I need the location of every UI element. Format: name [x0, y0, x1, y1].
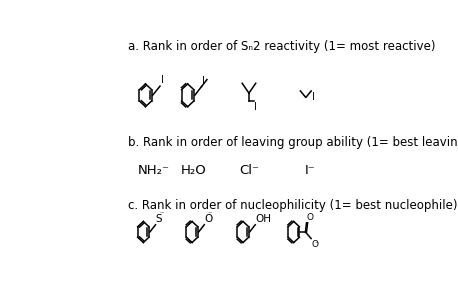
- Text: ⁻: ⁻: [315, 240, 318, 248]
- Text: NH₂⁻: NH₂⁻: [137, 164, 169, 177]
- Text: H₂O: H₂O: [181, 164, 207, 177]
- Text: c. Rank in order of nucleophilicity (1= best nucleophile): c. Rank in order of nucleophilicity (1= …: [128, 199, 457, 212]
- Text: I⁻: I⁻: [305, 164, 316, 177]
- Text: O: O: [205, 214, 213, 224]
- Text: O: O: [311, 240, 318, 248]
- Text: OH: OH: [256, 214, 272, 224]
- Text: ⁻: ⁻: [207, 209, 212, 218]
- Text: O: O: [307, 213, 314, 222]
- Text: b. Rank in order of leaving group ability (1= best leaving group): b. Rank in order of leaving group abilit…: [128, 136, 458, 149]
- Text: I: I: [311, 92, 315, 102]
- Text: Cl⁻: Cl⁻: [239, 164, 259, 177]
- Text: I: I: [254, 102, 257, 112]
- Text: I: I: [161, 75, 164, 85]
- Text: I: I: [202, 76, 205, 86]
- Text: ⁻: ⁻: [159, 209, 164, 218]
- Text: S: S: [156, 214, 163, 224]
- Text: a. Rank in order of Sₙ2 reactivity (1= most reactive): a. Rank in order of Sₙ2 reactivity (1= m…: [128, 39, 435, 53]
